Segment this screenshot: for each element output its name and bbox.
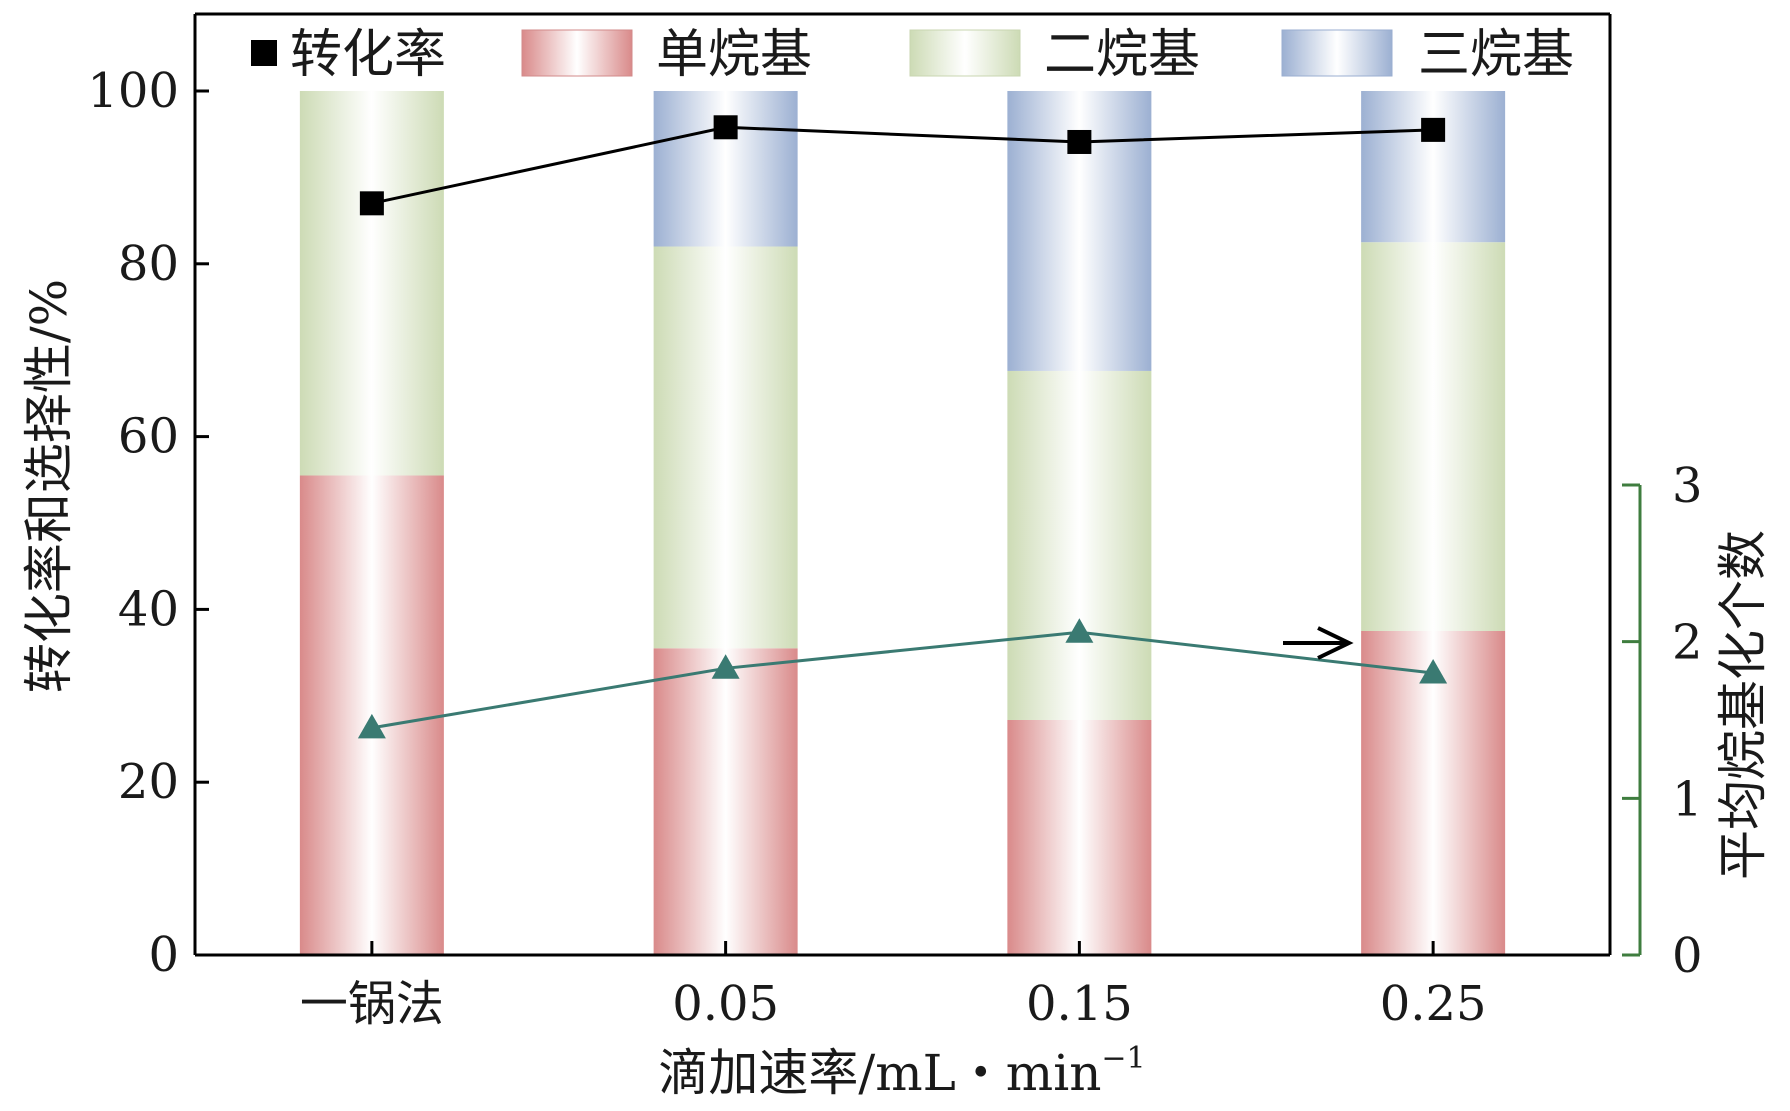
bar-segment-mono-1 bbox=[653, 648, 798, 955]
x-axis-ticks: 一锅法 0.05 0.15 0.25 bbox=[300, 941, 1487, 1032]
marker-square-1 bbox=[713, 115, 738, 140]
y-axis-title: 转化率和选择性/% bbox=[20, 279, 78, 693]
legend-marker-square bbox=[251, 40, 277, 66]
marker-triangle-1 bbox=[711, 654, 740, 679]
left-axis-ticks: 0 20 40 60 80 100 bbox=[87, 63, 209, 983]
y-right-tick-label-2: 2 bbox=[1672, 615, 1703, 671]
x-axis-title-main: 滴加速率/mL・min bbox=[658, 1044, 1101, 1102]
x-tick-label-1: 0.05 bbox=[672, 976, 779, 1032]
bar-segment-di-2 bbox=[1007, 370, 1152, 720]
marker-square-3 bbox=[1421, 117, 1446, 142]
marker-square-0 bbox=[359, 191, 384, 216]
y-tick-label-0: 0 bbox=[148, 927, 179, 983]
x-tick-label-0: 一锅法 bbox=[300, 976, 444, 1032]
x-tick-label-2: 0.15 bbox=[1026, 976, 1133, 1032]
y-tick-label-3: 60 bbox=[118, 409, 179, 465]
legend-label-conversion: 转化率 bbox=[290, 25, 446, 85]
bar-segment-tri-3 bbox=[1361, 91, 1506, 243]
y-tick-label-1: 20 bbox=[118, 754, 179, 810]
bar-segment-mono-3 bbox=[1361, 631, 1506, 955]
right-axis: 0 1 2 3 bbox=[1622, 458, 1703, 984]
lines-layer bbox=[357, 115, 1448, 739]
marker-triangle-0 bbox=[357, 713, 386, 739]
legend-label-di: 二烷基 bbox=[1044, 25, 1200, 85]
x-axis-title-superscript: −1 bbox=[1101, 1041, 1145, 1076]
legend-label-mono: 单烷基 bbox=[656, 25, 812, 85]
marker-square-2 bbox=[1067, 129, 1092, 154]
legend-swatch-tri bbox=[1281, 29, 1393, 77]
y-right-tick-label-1: 1 bbox=[1672, 771, 1703, 827]
bar-segment-di-3 bbox=[1361, 242, 1506, 631]
legend-swatch-mono bbox=[521, 29, 633, 77]
legend: 转化率 单烷基 二烷基 三烷基 bbox=[251, 25, 1574, 85]
legend-label-tri: 三烷基 bbox=[1418, 25, 1574, 85]
bars-layer bbox=[299, 91, 1506, 955]
legend-swatch-di bbox=[909, 29, 1021, 77]
y-right-tick-label-3: 3 bbox=[1672, 458, 1703, 514]
annotation-arrow bbox=[1283, 626, 1354, 660]
y-tick-label-2: 40 bbox=[118, 581, 179, 637]
line-square bbox=[371, 125, 1434, 205]
arrow-head bbox=[1317, 626, 1354, 660]
bar-segment-di-0 bbox=[299, 91, 444, 476]
marker-triangle-3 bbox=[1419, 659, 1448, 684]
y-tick-label-5: 100 bbox=[87, 63, 179, 119]
bar-segment-tri-1 bbox=[653, 91, 798, 247]
y-right-tick-label-0: 0 bbox=[1672, 928, 1703, 984]
y-tick-label-4: 80 bbox=[118, 236, 179, 292]
bar-segment-mono-2 bbox=[1007, 719, 1152, 955]
bar-segment-di-1 bbox=[653, 246, 798, 649]
x-axis-title: 滴加速率/mL・min−1 bbox=[658, 1041, 1145, 1102]
marker-triangle-2 bbox=[1065, 618, 1094, 643]
x-tick-label-3: 0.25 bbox=[1380, 976, 1487, 1032]
line-triangle bbox=[371, 630, 1434, 730]
y-right-axis-title: 平均烷基化个数 bbox=[1714, 530, 1772, 880]
